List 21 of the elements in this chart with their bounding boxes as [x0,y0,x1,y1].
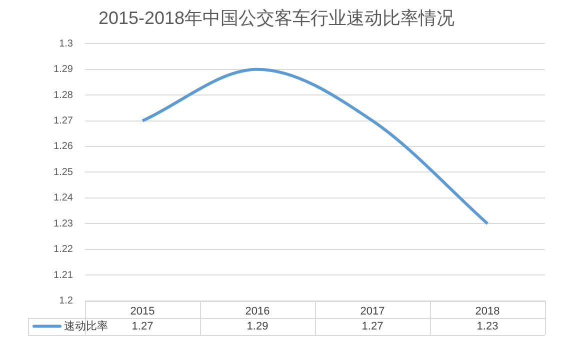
y-tick-label: 1.23 [54,218,74,230]
data-label: 1.27 [132,320,154,332]
y-tick-label: 1.28 [54,90,74,101]
legend-label: 速动比率 [64,319,108,332]
y-tick-label: 1.22 [54,244,74,256]
data-label: 1.23 [476,320,498,332]
y-tick-label: 1.3 [59,38,74,50]
y-tick-label: 1.25 [54,166,74,178]
x-tick-label: 2016 [245,305,270,318]
y-tick-label: 1.2 [59,296,74,307]
data-label: 1.27 [362,320,384,332]
x-tick-label: 2017 [360,305,385,318]
x-tick-label: 2015 [130,305,155,318]
data-label: 1.29 [246,320,268,332]
y-tick-label: 1.21 [54,270,74,281]
y-tick-label: 1.24 [54,192,74,204]
x-tick-label: 2018 [475,305,500,318]
y-tick-label: 1.26 [54,141,74,152]
y-tick-label: 1.29 [54,64,74,76]
chart-title: 2015-2018年中国公交客车行业速动比率情况 [98,8,455,28]
y-tick-label: 1.27 [54,116,74,127]
